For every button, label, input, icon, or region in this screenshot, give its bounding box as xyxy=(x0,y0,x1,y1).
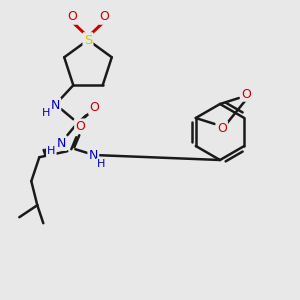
Text: O: O xyxy=(89,101,99,114)
Text: H: H xyxy=(42,108,50,118)
Text: N: N xyxy=(57,137,66,150)
Text: H: H xyxy=(47,146,56,156)
Text: O: O xyxy=(241,88,251,100)
Text: O: O xyxy=(67,11,77,23)
Text: S: S xyxy=(84,34,92,46)
Text: H: H xyxy=(97,159,106,169)
Text: N: N xyxy=(88,149,98,162)
Text: O: O xyxy=(99,11,109,23)
Text: O: O xyxy=(75,120,85,133)
Text: O: O xyxy=(217,122,227,134)
Text: N: N xyxy=(51,99,60,112)
